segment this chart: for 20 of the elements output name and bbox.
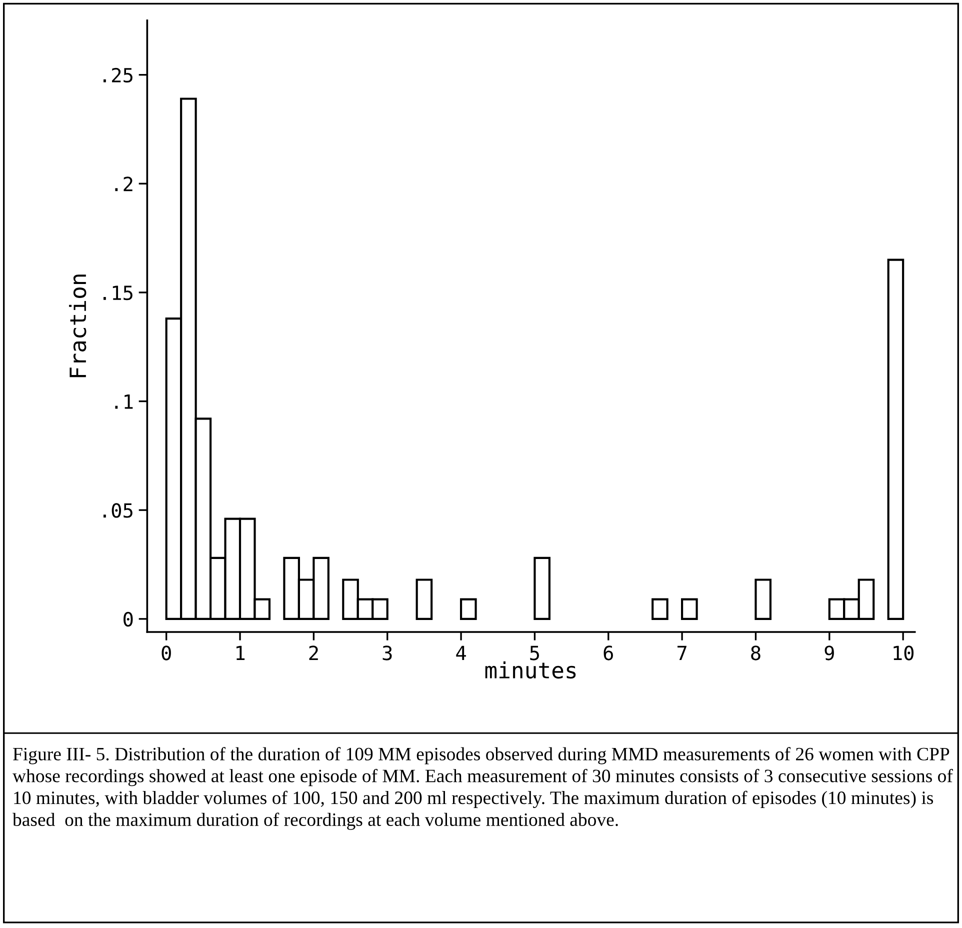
- x-tick-label: 7: [678, 646, 686, 660]
- x-tick-label: 10: [894, 646, 914, 660]
- y-tick-label: .1: [115, 394, 133, 409]
- x-tick-label: 6: [604, 646, 613, 660]
- x-tick-label: 8: [751, 646, 760, 660]
- x-tick-label: 9: [824, 646, 834, 660]
- x-axis-title: minutes: [485, 661, 576, 679]
- y-tick-label: .2: [115, 176, 132, 192]
- y-axis-title: Fraction: [69, 274, 86, 378]
- x-tick-label: 3: [382, 646, 392, 660]
- y-tick-label: .15: [104, 286, 132, 300]
- y-tick-label: 0: [124, 612, 133, 627]
- x-tick-label: 2: [309, 646, 318, 660]
- text: Figure III- 5. Distribution of the duration of 109 MM episodes observed during MMD measurements of 26 women with CPP whose recordings showed at least one episode of MM. Each measurement of 30 minutes consists of 3 consecutive sessions of 10 minutes, with bladder volumes of 100, 150 and 200 ml respectively. The maximum duration of episodes (10 minutes) is based on the maximum duration of recordings at each volume mentioned above.: [12, 747, 953, 830]
- y-tick-label: .25: [104, 68, 132, 83]
- x-tick-label: 0: [162, 646, 171, 660]
- x-tick-label: 1: [236, 646, 245, 660]
- x-tick-label: 5: [530, 646, 540, 660]
- y-tick-label: .05: [104, 503, 132, 518]
- x-tick-label: 4: [456, 646, 466, 660]
